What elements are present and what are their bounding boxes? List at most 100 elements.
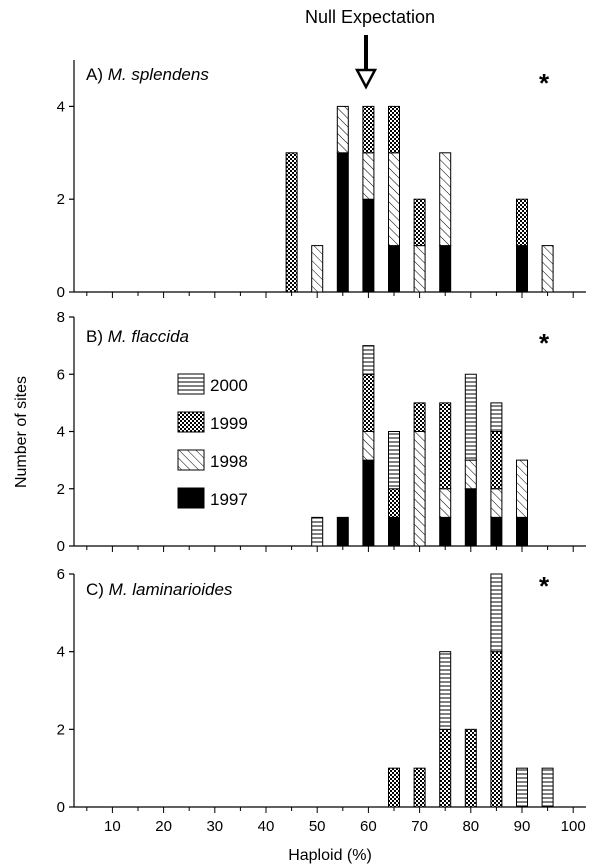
y-tick-label: 4 — [57, 644, 65, 661]
bar-segment-1999 — [388, 767, 400, 808]
x-tick-label: 70 — [411, 818, 428, 835]
legend-label-1998: 1998 — [210, 452, 248, 471]
null-expectation-label: Null Expectation — [305, 7, 435, 27]
bar-segment-1999 — [413, 402, 426, 432]
panel-a-significance-marker: * — [539, 68, 550, 98]
panel-b-title: B) M. flaccida — [86, 327, 189, 346]
y-tick-label: 4 — [57, 98, 65, 115]
bar-segment-1998 — [490, 488, 503, 518]
bar-segment-1998 — [413, 245, 426, 293]
legend-label-1997: 1997 — [210, 490, 248, 509]
y-tick-label: 6 — [57, 566, 65, 583]
legend: 2000 1999 1998 1997 — [177, 373, 248, 509]
bar-segment-1999 — [388, 488, 400, 518]
bar-segment-1997 — [362, 459, 375, 547]
y-tick-label: 6 — [57, 366, 65, 383]
bar-segment-2000 — [439, 651, 452, 730]
y-tick-label: 0 — [57, 538, 65, 555]
bar-segment-1999 — [362, 105, 375, 154]
x-tick-label: 20 — [155, 818, 172, 835]
x-axis-label: Haploid (%) — [288, 847, 372, 864]
bar-segment-2000 — [516, 767, 528, 808]
bar-segment-1997 — [388, 245, 400, 293]
bar-segment-1999 — [439, 728, 452, 808]
x-tick-label: 50 — [309, 818, 326, 835]
bar-segment-1998 — [362, 431, 375, 461]
x-tick-label: 60 — [360, 818, 377, 835]
x-tick-label: 100 — [561, 818, 586, 835]
bar-segment-1997 — [516, 245, 528, 293]
bar-segment-1999 — [285, 152, 298, 293]
x-tick-label: 80 — [462, 818, 479, 835]
panel-a-species: M. splendens — [108, 65, 210, 84]
bar-segment-1998 — [311, 245, 324, 293]
panel-c-title: C) M. laminarioides — [86, 580, 233, 599]
panel-c-species: M. laminarioides — [109, 580, 233, 599]
null-expectation-arrow-head — [354, 68, 378, 90]
bar-segment-2000 — [541, 767, 554, 808]
bar-segment-1999 — [516, 198, 528, 247]
legend-swatch-2000 — [177, 373, 205, 395]
y-tick-label: 2 — [57, 481, 65, 498]
y-tick-label: 2 — [57, 191, 65, 208]
bar-segment-1997 — [439, 245, 452, 293]
bar-segment-1999 — [388, 105, 400, 154]
panel-b: B) M. flaccida * 0 2 4 6 8 — [57, 309, 586, 555]
x-tick-label: 40 — [258, 818, 275, 835]
bar-segment-1998 — [516, 459, 528, 518]
y-tick-label: 0 — [57, 284, 65, 301]
bar-segment-1999 — [413, 198, 426, 247]
x-tick-label: 90 — [514, 818, 531, 835]
bar-segment-1997 — [336, 516, 349, 547]
bar-segment-2000 — [490, 402, 503, 432]
legend-swatch-1998 — [177, 449, 205, 471]
panel-a: A) M. splendens * 0 2 4 — [57, 60, 586, 301]
y-tick-label: 4 — [57, 424, 65, 441]
bar-segment-1997 — [439, 516, 452, 547]
bar-segment-1997 — [464, 488, 477, 547]
panel-b-species: M. flaccida — [108, 327, 189, 346]
panel-b-prefix: B) — [86, 327, 108, 346]
bar-segment-2000 — [388, 431, 400, 490]
bar-segment-1999 — [413, 767, 426, 808]
legend-label-2000: 2000 — [210, 376, 248, 395]
bar-segment-1998 — [464, 459, 477, 490]
bar-segment-1997 — [362, 198, 375, 293]
bar-segment-1997 — [490, 516, 503, 547]
bar-segment-1997 — [516, 516, 528, 547]
bar-segment-1998 — [541, 245, 554, 293]
x-tick-label: 10 — [104, 818, 121, 835]
x-tick-label: 30 — [206, 818, 223, 835]
panel-c-significance-marker: * — [539, 571, 550, 601]
panel-b-significance-marker: * — [539, 328, 550, 358]
bar-segment-1998 — [388, 152, 400, 247]
bar-segment-1997 — [388, 516, 400, 547]
bar-segment-1999 — [439, 402, 452, 490]
bar-segment-2000 — [464, 373, 477, 461]
bar-segment-2000 — [362, 345, 375, 375]
y-axis-label: Number of sites — [13, 376, 30, 488]
bar-segment-1999 — [362, 373, 375, 432]
bar-segment-1999 — [490, 431, 503, 490]
bar-segment-1999 — [490, 651, 503, 808]
bar-segment-1998 — [439, 488, 452, 518]
y-tick-label: 2 — [57, 721, 65, 738]
panel-c-prefix: C) — [86, 580, 109, 599]
bar-segment-1998 — [439, 152, 452, 247]
panel-c: C) M. laminarioides * 0 2 4 6 10 20 30 40 50 60 70… — [57, 566, 586, 835]
legend-swatch-1999 — [177, 411, 205, 433]
legend-label-1999: 1999 — [210, 414, 248, 433]
bar-segment-1998 — [336, 105, 349, 154]
bar-segment-1998 — [413, 431, 426, 547]
bar-segment-2000 — [311, 516, 324, 547]
bar-segment-2000 — [490, 573, 503, 653]
y-tick-label: 8 — [57, 309, 65, 326]
bar-segment-1998 — [362, 152, 375, 200]
bar-segment-1997 — [336, 152, 349, 293]
bar-segment-1999 — [464, 728, 477, 808]
panel-a-prefix: A) — [86, 65, 108, 84]
panel-a-title: A) M. splendens — [86, 65, 209, 84]
legend-swatch-1997 — [177, 487, 205, 509]
y-tick-label: 0 — [57, 799, 65, 816]
